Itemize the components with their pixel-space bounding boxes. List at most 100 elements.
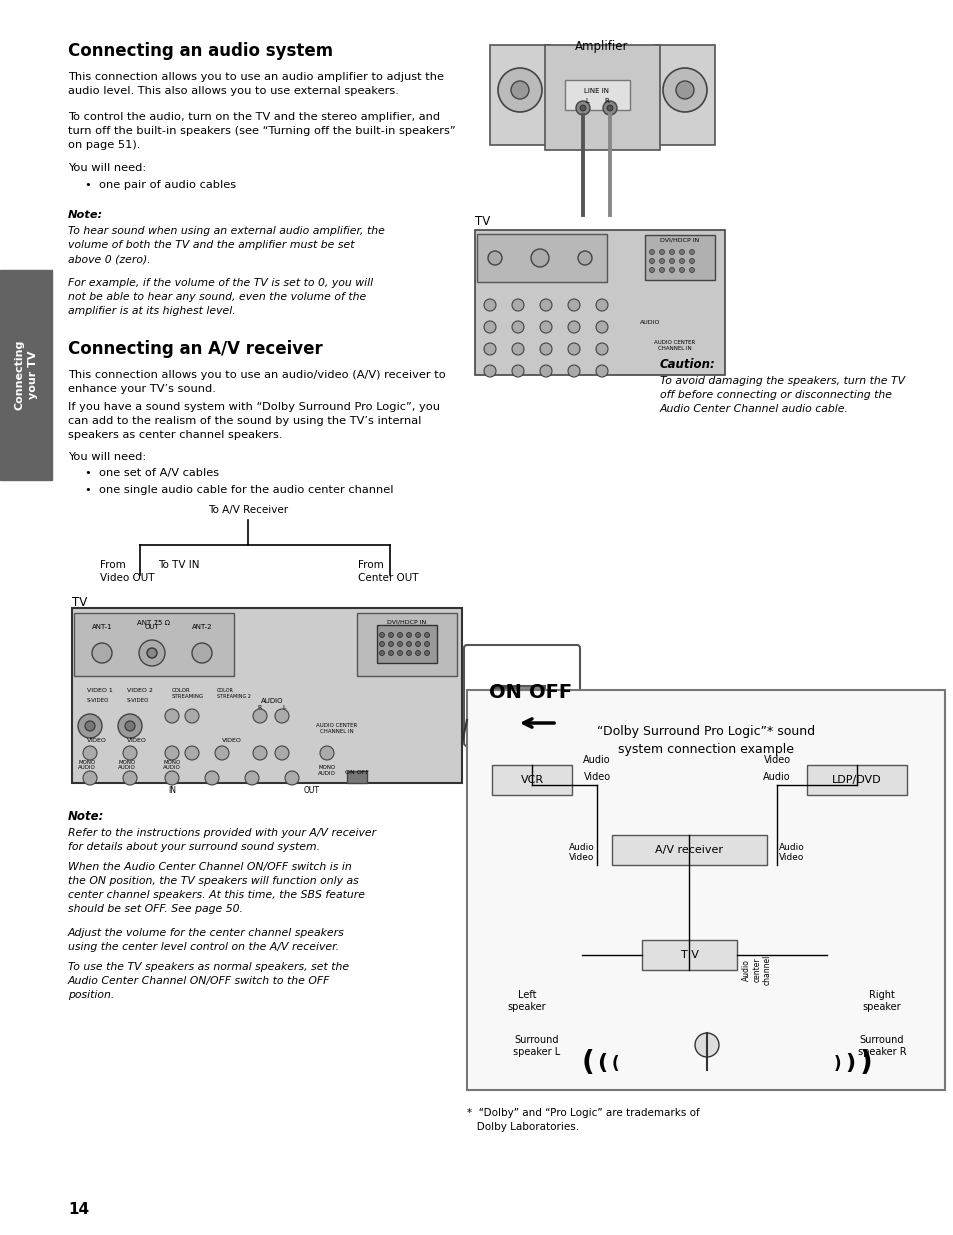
Circle shape — [669, 268, 674, 273]
Text: Audio: Audio — [582, 755, 610, 764]
Text: Connecting an audio system: Connecting an audio system — [68, 42, 333, 61]
Circle shape — [379, 651, 384, 656]
Circle shape — [388, 641, 393, 646]
Circle shape — [497, 68, 541, 112]
Circle shape — [165, 746, 179, 760]
Text: VIDEO: VIDEO — [222, 739, 242, 743]
Circle shape — [659, 268, 664, 273]
Circle shape — [253, 746, 267, 760]
Text: Video: Video — [569, 853, 594, 862]
Text: OFF: OFF — [528, 683, 572, 701]
Circle shape — [205, 771, 219, 785]
Bar — [347, 771, 367, 783]
Circle shape — [397, 651, 402, 656]
Text: From: From — [100, 559, 126, 571]
Text: Left
speaker: Left speaker — [507, 990, 546, 1011]
Text: VIDEO: VIDEO — [87, 739, 107, 743]
Circle shape — [83, 746, 97, 760]
Circle shape — [379, 632, 384, 637]
Circle shape — [689, 249, 694, 254]
Text: •  one single audio cable for the audio center channel: • one single audio cable for the audio c… — [85, 485, 393, 495]
Bar — [0, 270, 52, 480]
Circle shape — [274, 746, 289, 760]
Circle shape — [659, 258, 664, 263]
Text: You will need:: You will need: — [68, 452, 146, 462]
Text: Video: Video — [762, 755, 790, 764]
Circle shape — [669, 249, 674, 254]
Text: TV: TV — [71, 597, 87, 609]
Circle shape — [274, 709, 289, 722]
Circle shape — [165, 771, 179, 785]
Circle shape — [379, 641, 384, 646]
Text: Surround
speaker L: Surround speaker L — [513, 1035, 560, 1057]
Circle shape — [662, 68, 706, 112]
Circle shape — [285, 771, 298, 785]
Text: Audio: Audio — [569, 844, 595, 852]
Circle shape — [596, 299, 607, 311]
Text: To use the TV speakers as normal speakers, set the
Audio Center Channel ON/OFF s: To use the TV speakers as normal speaker… — [68, 962, 349, 1000]
Circle shape — [659, 249, 664, 254]
Circle shape — [185, 746, 199, 760]
Text: MONO: MONO — [118, 760, 135, 764]
Circle shape — [679, 258, 684, 263]
Circle shape — [531, 249, 548, 267]
Circle shape — [539, 343, 552, 354]
Text: Note:: Note: — [68, 810, 104, 823]
Text: ON: ON — [489, 683, 521, 701]
Circle shape — [123, 746, 137, 760]
Bar — [495, 685, 544, 706]
Text: This connection allows you to use an audio/video (A/V) receiver to
enhance your : This connection allows you to use an aud… — [68, 370, 445, 394]
FancyBboxPatch shape — [463, 645, 579, 746]
Circle shape — [579, 105, 585, 111]
Text: LDP/DVD: LDP/DVD — [831, 776, 881, 785]
Circle shape — [567, 343, 579, 354]
Text: •  one pair of audio cables: • one pair of audio cables — [85, 180, 236, 190]
Text: Audio: Audio — [779, 844, 804, 852]
Circle shape — [596, 343, 607, 354]
Text: VIDEO: VIDEO — [127, 739, 147, 743]
Circle shape — [539, 299, 552, 311]
Circle shape — [147, 648, 157, 658]
Circle shape — [695, 1032, 719, 1057]
Text: Center OUT: Center OUT — [357, 573, 418, 583]
Text: T V: T V — [679, 950, 698, 960]
Circle shape — [192, 643, 212, 663]
Text: COLOR
STREAMING: COLOR STREAMING — [172, 688, 204, 699]
Text: VIDEO 2: VIDEO 2 — [127, 688, 152, 693]
Text: To A/V Receiver: To A/V Receiver — [208, 505, 288, 515]
Text: To hear sound when using an external audio amplifier, the
volume of both the TV : To hear sound when using an external aud… — [68, 226, 384, 264]
Text: ANT-2: ANT-2 — [192, 624, 212, 630]
Circle shape — [424, 651, 429, 656]
Circle shape — [85, 721, 95, 731]
Text: Video: Video — [583, 772, 610, 782]
Circle shape — [689, 268, 694, 273]
Text: Right
speaker: Right speaker — [862, 990, 901, 1011]
Circle shape — [689, 258, 694, 263]
Text: Refer to the instructions provided with your A/V receiver
for details about your: Refer to the instructions provided with … — [68, 827, 375, 852]
Bar — [655, 44, 714, 144]
Circle shape — [539, 366, 552, 377]
Text: L: L — [584, 98, 588, 104]
Text: ANT 75 Ω: ANT 75 Ω — [137, 620, 171, 626]
Text: AUDIO: AUDIO — [118, 764, 135, 769]
Circle shape — [483, 299, 496, 311]
Bar — [475, 230, 724, 375]
Text: “Dolby Surround Pro Logic”* sound
system connection example: “Dolby Surround Pro Logic”* sound system… — [597, 725, 814, 756]
Text: TV: TV — [475, 215, 490, 228]
Text: COLOR
STREAMING 2: COLOR STREAMING 2 — [216, 688, 251, 699]
Circle shape — [253, 709, 267, 722]
Circle shape — [576, 101, 589, 115]
Text: This connection allows you to use an audio amplifier to adjust the
audio level. : This connection allows you to use an aud… — [68, 72, 443, 96]
Bar — [467, 690, 944, 1091]
Circle shape — [416, 651, 420, 656]
Text: S-VIDEO: S-VIDEO — [127, 698, 150, 703]
Circle shape — [91, 643, 112, 663]
Text: MONO: MONO — [78, 760, 95, 764]
Text: AUDIO CENTER
CHANNEL IN: AUDIO CENTER CHANNEL IN — [316, 722, 357, 734]
Circle shape — [512, 366, 523, 377]
Text: AUDIO: AUDIO — [78, 764, 96, 769]
Text: From: From — [357, 559, 383, 571]
Text: VIDEO 1: VIDEO 1 — [87, 688, 112, 693]
Circle shape — [397, 632, 402, 637]
Bar — [612, 835, 766, 864]
